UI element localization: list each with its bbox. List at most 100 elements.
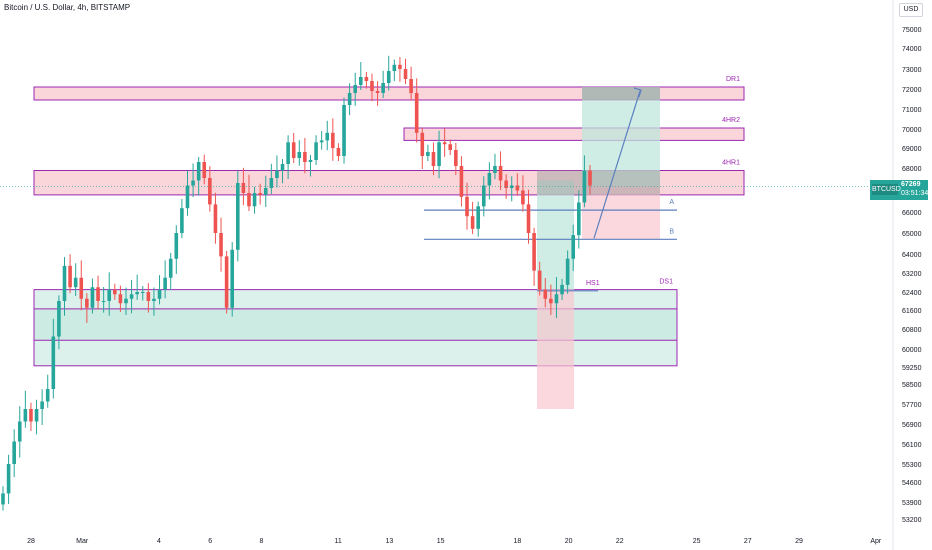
candle-body [236, 183, 240, 250]
candle-body [230, 249, 235, 308]
candle-body [353, 85, 357, 93]
candle-body [101, 301, 106, 302]
candle-body [247, 193, 251, 207]
candle-body [107, 289, 112, 301]
candle-body [297, 152, 302, 158]
currency-button[interactable]: USD [899, 3, 923, 17]
candle-body [185, 185, 190, 209]
candle-body [241, 183, 246, 193]
y-tick-label: 66000 [902, 210, 922, 217]
candle-body [1, 493, 5, 505]
candle-body [526, 204, 531, 233]
last-price: 67269 [901, 181, 921, 188]
y-tick-label: 60000 [902, 347, 922, 354]
candle-body [62, 265, 67, 301]
x-tick-label: 18 [514, 538, 522, 545]
candle-body [163, 277, 167, 290]
candle-body [191, 180, 195, 186]
y-tick-label: 75000 [902, 27, 922, 34]
candle-body [414, 93, 419, 133]
level-label: B [669, 228, 674, 235]
zone-label: 4HR1 [722, 160, 740, 167]
candle-body [196, 162, 201, 181]
zone-label: DS1 [659, 279, 673, 286]
y-tick-label: 71000 [902, 107, 922, 114]
candle-body [571, 235, 576, 259]
y-tick-label: 73000 [902, 67, 922, 74]
candle-body [481, 185, 486, 207]
y-tick-label: 54600 [902, 480, 922, 487]
candle-body [113, 289, 117, 295]
y-tick-label: 58500 [902, 382, 922, 389]
y-tick-label: 62400 [902, 290, 922, 297]
candle-body [252, 193, 257, 207]
candle-body [504, 180, 508, 188]
candle-body [258, 193, 262, 195]
candle-body [336, 148, 341, 156]
x-tick-label: 28 [27, 538, 35, 545]
candle-body [370, 81, 374, 91]
candle-body [537, 270, 542, 290]
candle-body [515, 185, 520, 191]
candle-body [286, 142, 290, 164]
overlap-shade [537, 170, 660, 195]
candle-body [403, 69, 408, 79]
y-tick-label: 59250 [902, 365, 922, 372]
candle-body [180, 208, 184, 233]
y-tick-label: 68000 [902, 166, 922, 173]
candle-body [521, 190, 525, 205]
candle-body [51, 336, 56, 389]
candle-body [454, 150, 458, 166]
candle-body [213, 204, 218, 233]
candle-body [202, 162, 207, 178]
candle-body [263, 188, 268, 195]
candle-body [275, 170, 279, 178]
position-profit-box [582, 87, 660, 187]
level-label: HS1 [586, 280, 600, 287]
candle-body [34, 409, 39, 422]
chart-title: Bitcoin / U.S. Dollar, 4h, BITSTAMP [4, 3, 131, 12]
candle-body [493, 166, 497, 173]
candle-body [135, 292, 139, 295]
y-tick-label: 55300 [902, 462, 922, 469]
candle-body [146, 292, 151, 301]
candle-body [57, 301, 61, 337]
overlap-shade [582, 87, 660, 100]
y-tick-label: 74000 [902, 46, 922, 53]
candle-body [45, 389, 50, 402]
candle-body [219, 233, 223, 257]
candle-body [364, 77, 369, 81]
y-tick-label: 56900 [902, 422, 922, 429]
x-tick-label: Mar [76, 538, 89, 545]
candle-body [291, 142, 296, 158]
zone-rect [33, 308, 678, 341]
candle-body [6, 464, 11, 494]
level-label: A [669, 199, 674, 206]
x-tick-label: 4 [157, 538, 161, 545]
candle-body [347, 93, 352, 105]
zone-rect [403, 127, 745, 141]
candle-body [342, 105, 346, 156]
position-stop-box [537, 289, 574, 409]
candle-body [565, 258, 570, 285]
candle-body [140, 292, 145, 293]
y-tick-label: 53900 [902, 500, 922, 507]
candle-body [398, 64, 402, 69]
candle-body [459, 166, 464, 197]
y-tick-label: 69000 [902, 146, 922, 153]
candle-body [465, 196, 469, 217]
candle-body [68, 265, 72, 288]
candle-body [124, 298, 128, 304]
candle-body [426, 152, 430, 156]
last-price-badge: BTCUSD 67269 03:51:34 [870, 180, 928, 200]
candle-body [577, 202, 581, 236]
x-tick-label: 29 [795, 538, 803, 545]
candle-body [442, 142, 447, 145]
candle-body [314, 142, 318, 160]
x-tick-label: 13 [386, 538, 394, 545]
y-tick-label: 72000 [902, 87, 922, 94]
candle-body [152, 298, 156, 301]
candle-body [409, 79, 413, 93]
x-tick-label: Apr [870, 538, 882, 545]
